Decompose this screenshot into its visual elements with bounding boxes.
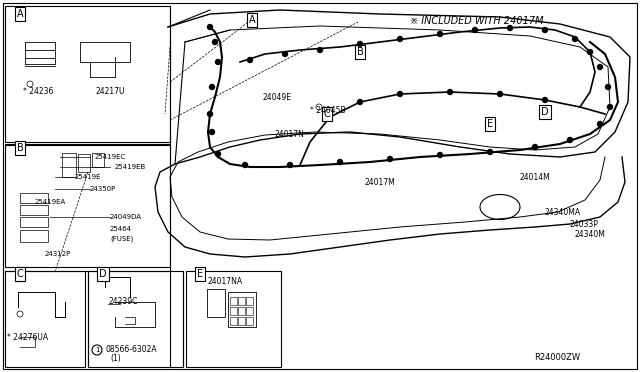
Text: 25419E: 25419E <box>75 174 102 180</box>
Text: 24017N: 24017N <box>275 129 305 138</box>
Text: 1: 1 <box>95 347 99 353</box>
Circle shape <box>248 58 253 62</box>
Text: 25419EA: 25419EA <box>35 199 67 205</box>
Bar <box>62 153 76 177</box>
Text: A: A <box>17 9 23 19</box>
Circle shape <box>397 36 403 42</box>
Circle shape <box>488 150 493 154</box>
Circle shape <box>532 144 538 150</box>
Bar <box>5 145 170 267</box>
Bar <box>20 205 48 215</box>
Text: D: D <box>99 269 107 279</box>
Bar <box>20 217 48 227</box>
Circle shape <box>472 28 477 32</box>
Circle shape <box>497 92 502 96</box>
Circle shape <box>358 42 362 46</box>
Bar <box>230 297 237 305</box>
Text: E: E <box>197 269 203 279</box>
Text: R24000ZW: R24000ZW <box>534 353 580 362</box>
Circle shape <box>212 39 218 45</box>
Circle shape <box>588 49 593 55</box>
Circle shape <box>287 163 292 167</box>
Text: E: E <box>487 119 493 129</box>
Bar <box>88 271 183 367</box>
Text: 24312P: 24312P <box>45 251 71 257</box>
Bar <box>238 297 245 305</box>
Circle shape <box>216 151 221 157</box>
Text: C: C <box>324 109 330 119</box>
Circle shape <box>209 84 214 90</box>
Circle shape <box>387 157 392 161</box>
Text: 24239C: 24239C <box>108 298 138 307</box>
Circle shape <box>317 48 323 52</box>
Circle shape <box>209 129 214 135</box>
Bar <box>246 297 253 305</box>
Text: B: B <box>17 143 24 153</box>
Circle shape <box>438 153 442 157</box>
Text: 24049E: 24049E <box>263 93 292 102</box>
Bar <box>5 6 170 142</box>
Text: 24017NA: 24017NA <box>207 278 242 286</box>
Text: 08566-6302A: 08566-6302A <box>105 346 157 355</box>
Text: (1): (1) <box>110 353 121 362</box>
Circle shape <box>607 105 612 109</box>
Text: * 24276UA: * 24276UA <box>8 333 49 342</box>
Text: ※ INCLUDED WITH 24017M: ※ INCLUDED WITH 24017M <box>410 16 543 26</box>
Circle shape <box>438 32 442 36</box>
Bar <box>228 292 256 327</box>
Circle shape <box>568 138 573 142</box>
Text: 24340MA: 24340MA <box>545 208 581 217</box>
Bar <box>92 153 104 167</box>
Circle shape <box>508 26 513 31</box>
Bar <box>246 317 253 325</box>
Circle shape <box>207 25 212 29</box>
Bar <box>246 307 253 315</box>
Bar <box>230 307 237 315</box>
Bar <box>20 230 48 242</box>
Text: C: C <box>17 269 24 279</box>
Text: 24350P: 24350P <box>90 186 116 192</box>
Bar <box>186 271 281 367</box>
Text: 24340M: 24340M <box>575 230 606 238</box>
Circle shape <box>605 84 611 90</box>
Bar <box>5 271 85 367</box>
Circle shape <box>282 51 287 57</box>
Circle shape <box>243 163 248 167</box>
Circle shape <box>358 99 362 105</box>
Circle shape <box>573 36 577 42</box>
Text: 24014M: 24014M <box>520 173 551 182</box>
Text: 25419EC: 25419EC <box>95 154 126 160</box>
Text: 24017M: 24017M <box>365 177 396 186</box>
Text: D: D <box>541 107 549 117</box>
Text: 24033P: 24033P <box>570 219 599 228</box>
Circle shape <box>216 60 221 64</box>
Text: 25464: 25464 <box>110 226 132 232</box>
Circle shape <box>543 28 547 32</box>
Circle shape <box>207 112 212 116</box>
Circle shape <box>337 160 342 164</box>
Text: A: A <box>249 15 255 25</box>
Bar <box>78 154 90 172</box>
Text: 24217U: 24217U <box>95 87 125 96</box>
Bar <box>20 193 48 203</box>
Circle shape <box>598 122 602 126</box>
Circle shape <box>598 64 602 70</box>
Circle shape <box>543 97 547 103</box>
Text: (FUSE): (FUSE) <box>110 236 133 242</box>
Text: B: B <box>356 47 364 57</box>
Circle shape <box>447 90 452 94</box>
Bar <box>238 317 245 325</box>
Bar <box>238 307 245 315</box>
Bar <box>230 317 237 325</box>
Text: 25419EB: 25419EB <box>115 164 147 170</box>
Text: * 24045B: * 24045B <box>310 106 346 115</box>
Text: 24049DA: 24049DA <box>110 214 142 220</box>
Bar <box>207 289 225 317</box>
Text: * 24236: * 24236 <box>23 87 53 96</box>
Circle shape <box>397 92 403 96</box>
